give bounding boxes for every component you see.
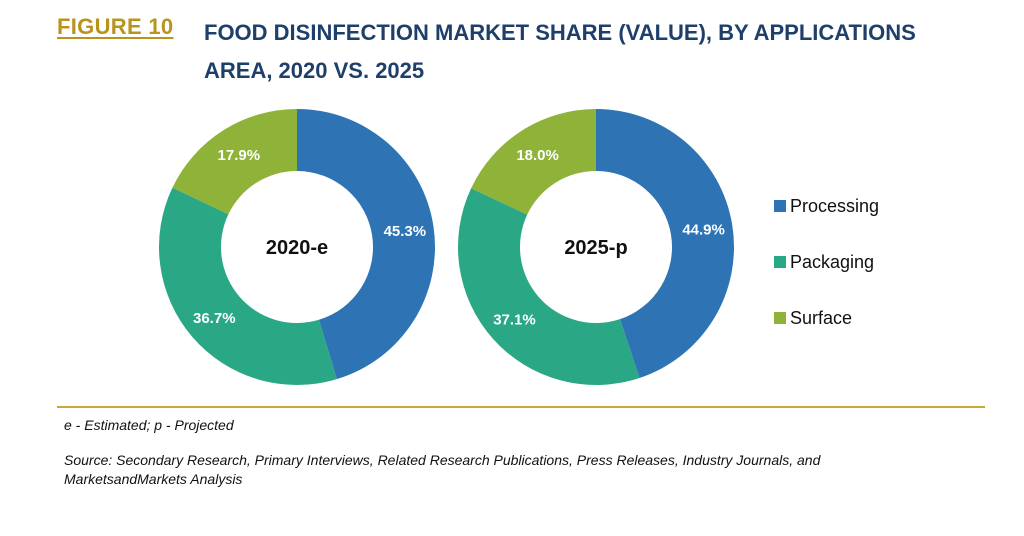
legend-item-processing: Processing xyxy=(774,178,879,234)
data-label-2025-p-packaging: 37.1% xyxy=(493,311,536,328)
footnote: e - Estimated; p - Projected xyxy=(64,417,234,433)
donut-charts: 45.3% 36.7% 17.9% 2020-e 44.9% 37.1% 18.0% 2025… xyxy=(158,109,734,386)
center-label-2020-e: 2020-e xyxy=(266,237,328,259)
figure-label: FIGURE 10 xyxy=(57,14,174,39)
slice-2025-p-processing xyxy=(596,109,734,378)
slice-2020-e-processing xyxy=(297,109,436,380)
center-label-2025-p: 2025-p xyxy=(564,237,627,259)
figure-title: FOOD DISINFECTION MARKET SHARE (VALUE), … xyxy=(204,20,916,83)
legend-label-surface: Surface xyxy=(790,307,853,328)
legend-swatch-packaging xyxy=(774,256,786,268)
legend-label-packaging: Packaging xyxy=(790,251,875,272)
source-note: Source: Secondary Research, Primary Inte… xyxy=(64,452,821,487)
slice-2020-e-surface xyxy=(172,109,297,215)
legend-label-processing: Processing xyxy=(790,195,880,216)
legend-swatch-surface xyxy=(774,312,786,324)
data-label-2020-e-processing: 45.3% xyxy=(384,223,427,240)
data-label-2020-e-surface: 17.9% xyxy=(218,147,261,164)
legend: Processing Packaging Surface xyxy=(774,178,879,346)
slice-2025-p-packaging xyxy=(458,188,640,386)
footer-divider xyxy=(57,406,985,408)
slice-2025-p-surface xyxy=(471,109,596,215)
data-label-2025-p-processing: 44.9% xyxy=(682,222,725,239)
legend-item-packaging: Packaging xyxy=(774,234,879,290)
legend-swatch-processing xyxy=(774,200,786,212)
legend-item-surface: Surface xyxy=(774,290,879,346)
data-label-2020-e-packaging: 36.7% xyxy=(193,310,236,327)
data-label-2025-p-surface: 18.0% xyxy=(516,147,559,164)
slice-2020-e-packaging xyxy=(158,187,337,386)
